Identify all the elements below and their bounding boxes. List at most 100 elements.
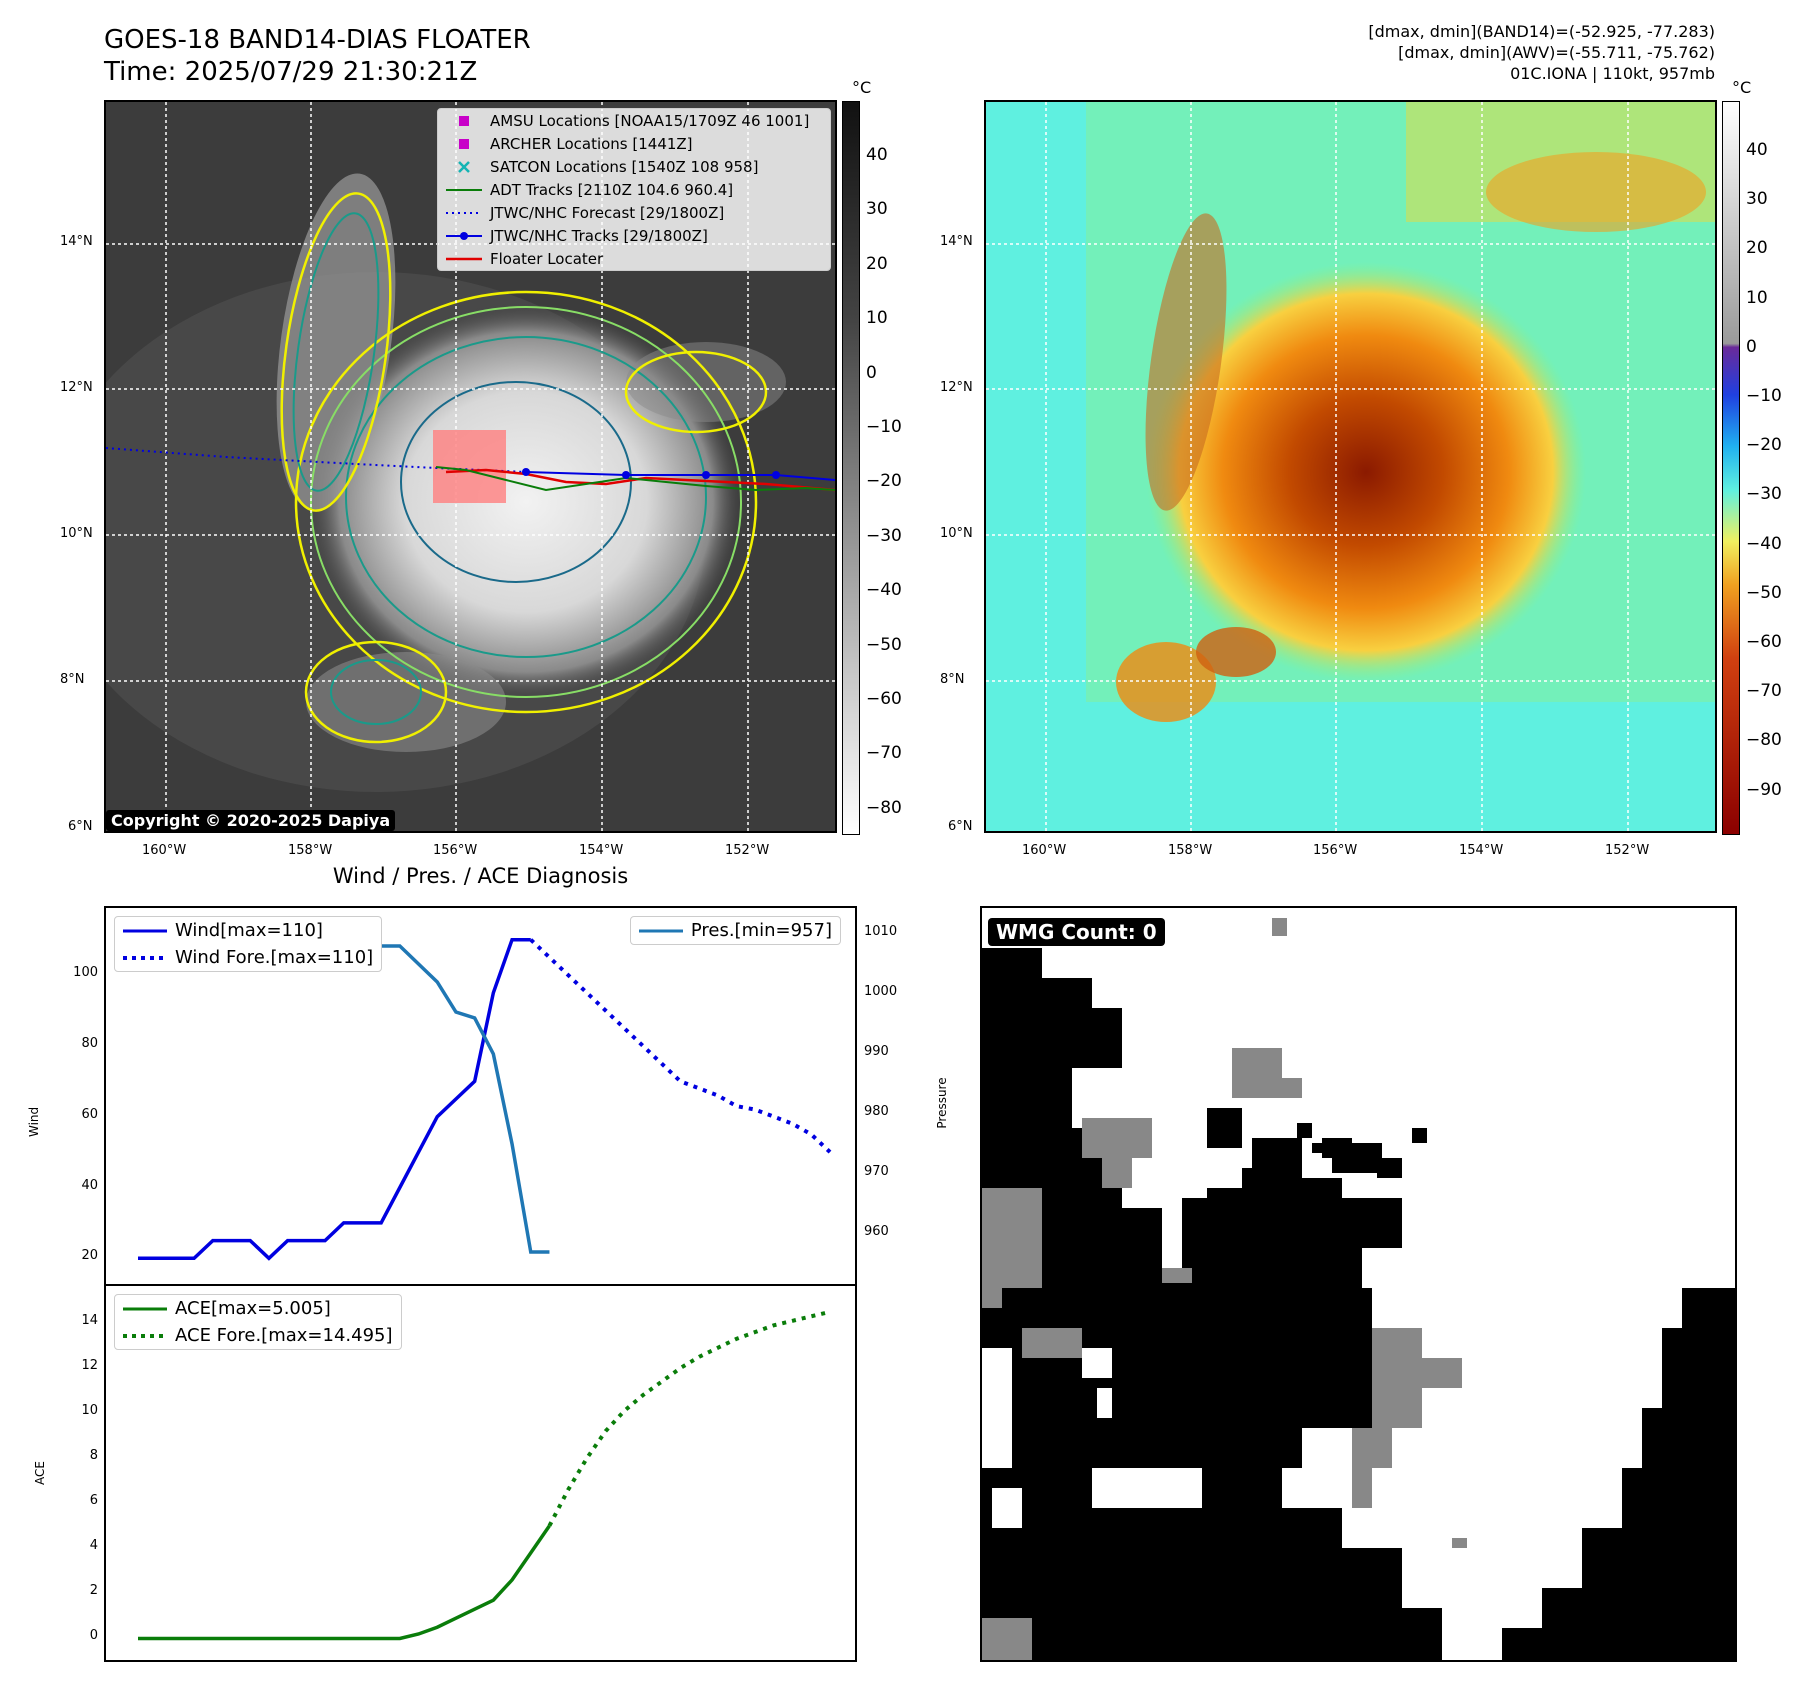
- lat-tick: 12°N: [60, 380, 93, 395]
- lon-tick: 160°W: [142, 843, 186, 858]
- legend-item-adt: ADT Tracks [2110Z 104.6 960.4]: [438, 178, 830, 201]
- colorbar-tick: 0: [1746, 337, 1757, 357]
- lat-tick: 10°N: [940, 526, 973, 541]
- axis-tick: 960: [864, 1224, 889, 1239]
- legend-label: ACE Fore.[max=14.495]: [175, 1325, 393, 1346]
- axis-tick: 970: [864, 1164, 889, 1179]
- colorbar-tick: −80: [866, 798, 902, 818]
- info-storm: 01C.IONA | 110kt, 957mb: [1510, 64, 1715, 84]
- lat-tick: 6°N: [68, 819, 93, 834]
- awv-colorbar: [1722, 101, 1740, 835]
- wmg-count-badge: WMG Count: 0: [988, 918, 1165, 946]
- lon-tick: 152°W: [725, 843, 769, 858]
- info-awv-range: [dmax, dmin](AWV)=(-55.711, -75.762): [1398, 43, 1715, 63]
- awv-map-image: [986, 102, 1715, 831]
- pressure-line: [138, 934, 549, 1252]
- colorbar-tick: 0: [866, 363, 877, 383]
- wmg-mask-image: [982, 908, 1735, 1660]
- colorbar-tick: 30: [1746, 189, 1768, 209]
- ir-colorbar-unit: °C: [852, 78, 871, 97]
- colorbar-tick: −10: [1746, 386, 1782, 406]
- wind-forecast-line: [531, 940, 830, 1152]
- legend-label: ACE[max=5.005]: [175, 1298, 331, 1319]
- ir-map-legend: AMSU Locations [NOAA15/1709Z 46 1001] AR…: [437, 108, 831, 271]
- legend-label: ADT Tracks [2110Z 104.6 960.4]: [490, 181, 733, 199]
- legend-label: Wind[max=110]: [175, 920, 323, 941]
- axis-tick: 0: [68, 1628, 98, 1643]
- axis-tick: 990: [864, 1044, 889, 1059]
- x-marker-icon: [444, 161, 484, 173]
- ace-legend: ACE[max=5.005] ACE Fore.[max=14.495]: [114, 1294, 402, 1350]
- legend-item-amsu: AMSU Locations [NOAA15/1709Z 46 1001]: [438, 109, 830, 132]
- lon-tick: 156°W: [1313, 843, 1357, 858]
- lat-tick: 10°N: [60, 526, 93, 541]
- colorbar-tick: −40: [1746, 534, 1782, 554]
- line-icon: [123, 1306, 167, 1312]
- legend-label: Pres.[min=957]: [691, 920, 832, 941]
- figure-title-line1: GOES-18 BAND14-DIAS FLOATER: [104, 24, 531, 56]
- colorbar-tick: −70: [866, 743, 902, 763]
- legend-label: ARCHER Locations [1441Z]: [490, 135, 693, 153]
- line-dot-icon: [444, 231, 484, 241]
- colorbar-tick: −30: [866, 526, 902, 546]
- figure-title-line2: Time: 2025/07/29 21:30:21Z: [104, 56, 477, 88]
- colorbar-tick: 10: [866, 308, 888, 328]
- axis-tick: 1000: [864, 984, 897, 999]
- colorbar-tick: −30: [1746, 484, 1782, 504]
- axis-tick: 40: [68, 1178, 98, 1193]
- ir-colorbar: [842, 101, 860, 835]
- colorbar-tick: −60: [1746, 632, 1782, 652]
- ace-axis-label: ACE: [33, 1453, 47, 1493]
- ace-forecast-line: [549, 1312, 830, 1526]
- legend-label: Wind Fore.[max=110]: [175, 947, 373, 968]
- line-icon: [639, 928, 683, 934]
- colorbar-tick: −90: [1746, 780, 1782, 800]
- axis-tick: 100: [68, 965, 98, 980]
- axis-tick: 980: [864, 1104, 889, 1119]
- legend-label: Floater Locater: [490, 250, 603, 268]
- lat-tick: 8°N: [60, 672, 85, 687]
- legend-item-jtwc-forecast: JTWC/NHC Forecast [29/1800Z]: [438, 201, 830, 224]
- lat-tick: 14°N: [60, 234, 93, 249]
- ace-panel: ACE[max=5.005] ACE Fore.[max=14.495]: [104, 1284, 857, 1662]
- colorbar-tick: −70: [1746, 681, 1782, 701]
- axis-tick: 6: [68, 1493, 98, 1508]
- lon-tick: 160°W: [1022, 843, 1066, 858]
- lat-tick: 6°N: [948, 819, 973, 834]
- colorbar-tick: −60: [866, 689, 902, 709]
- colorbar-tick: 30: [866, 199, 888, 219]
- dotted-line-icon: [123, 1333, 167, 1339]
- dotted-line-icon: [444, 210, 484, 216]
- awv-colorbar-unit: °C: [1732, 78, 1751, 97]
- dotted-line-icon: [123, 955, 167, 961]
- colorbar-tick: −20: [866, 471, 902, 491]
- axis-tick: 20: [68, 1248, 98, 1263]
- lon-tick: 158°W: [288, 843, 332, 858]
- lon-tick: 158°W: [1168, 843, 1212, 858]
- legend-item-wind: Wind[max=110]: [115, 917, 381, 944]
- legend-item-satcon: SATCON Locations [1540Z 108 958]: [438, 155, 830, 178]
- legend-item-floater: Floater Locater: [438, 247, 830, 270]
- colorbar-tick: 40: [866, 145, 888, 165]
- lat-tick: 8°N: [940, 672, 965, 687]
- lat-tick: 12°N: [940, 380, 973, 395]
- axis-tick: 80: [68, 1036, 98, 1051]
- legend-item-archer: ARCHER Locations [1441Z]: [438, 132, 830, 155]
- legend-label: AMSU Locations [NOAA15/1709Z 46 1001]: [490, 112, 809, 130]
- copyright-label: Copyright © 2020-2025 Dapiya: [106, 810, 395, 831]
- awv-map-panel: [984, 100, 1717, 833]
- colorbar-tick: 40: [1746, 140, 1768, 160]
- wind-line: [138, 940, 531, 1259]
- wmg-panel: WMG Count: 0: [980, 906, 1737, 1662]
- line-icon: [444, 256, 484, 262]
- colorbar-tick: −10: [866, 417, 902, 437]
- pressure-legend: Pres.[min=957]: [630, 916, 841, 945]
- colorbar-tick: −40: [866, 580, 902, 600]
- wind-axis-label: Wind: [27, 1097, 41, 1137]
- legend-label: JTWC/NHC Forecast [29/1800Z]: [490, 204, 724, 222]
- axis-tick: 4: [68, 1538, 98, 1553]
- wind-legend: Wind[max=110] Wind Fore.[max=110]: [114, 916, 382, 972]
- colorbar-tick: −20: [1746, 435, 1782, 455]
- axis-tick: 1010: [864, 924, 897, 939]
- axis-tick: 8: [68, 1448, 98, 1463]
